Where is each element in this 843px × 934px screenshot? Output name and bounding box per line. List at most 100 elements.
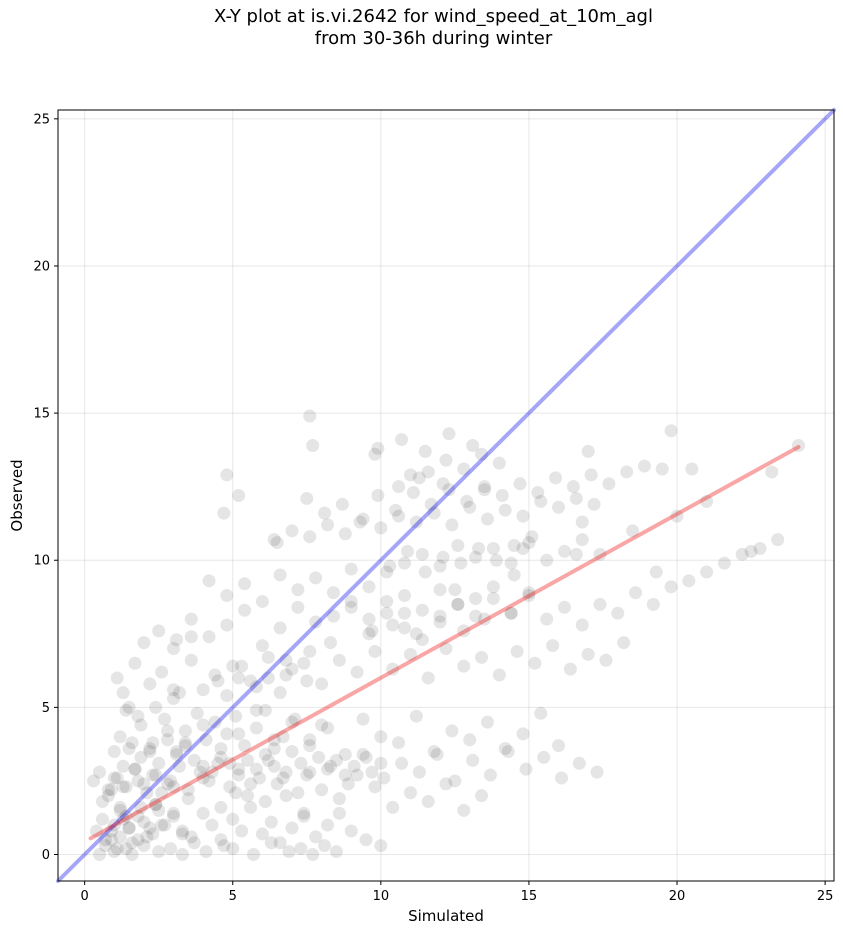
scatter-point [478,480,492,494]
scatter-point [264,815,278,829]
plot-frame [57,109,835,882]
scatter-point [297,806,311,820]
scatter-point [483,768,497,782]
scatter-point [146,827,160,841]
scatter-point [300,768,314,782]
scatter-point [303,765,317,779]
scatter-point [765,465,779,479]
scatter-point [158,712,172,726]
scatter-point [137,636,151,650]
scatter-point [267,533,281,547]
scatter-point [143,677,157,691]
scatter-point [685,462,699,476]
scatter-point [110,671,124,685]
scatter-point [427,506,441,520]
scatter-point [134,750,148,764]
scatter-point [178,736,192,750]
scatter-point [95,812,109,826]
scatter-point [406,486,420,500]
scatter-point [122,700,136,714]
scatter-point [332,806,346,820]
scatter-point [433,615,447,629]
scatter-point [629,586,643,600]
y-tick-label: 20 [33,259,50,274]
scatter-point [119,809,133,823]
scatter-point [300,491,314,505]
scatter-point [507,568,521,582]
scatter-point [217,506,231,520]
scatter-point [537,750,551,764]
scatter-point [202,774,216,788]
scatter-point [146,768,160,782]
scatter-point [202,574,216,588]
scatter-point [291,600,305,614]
scatter-point [101,789,115,803]
scatter-point [261,650,275,664]
scatter-point [175,848,189,862]
scatter-point [519,762,533,776]
scatter-point [593,547,607,561]
scatter-point [294,842,308,856]
x-tick-label: 10 [373,889,390,904]
scatter-point [549,471,563,485]
scatter-point [700,494,714,508]
scatter-point [469,550,483,564]
scatter-point [220,618,234,632]
scatter-point [344,600,358,614]
scatter-point [516,727,530,741]
scatter-point [241,753,255,767]
x-axis-label: Simulated [408,907,484,925]
scatter-point [258,747,272,761]
scatter-point [223,780,237,794]
scatter-point [196,718,210,732]
scatter-point [475,789,489,803]
scatter-point [95,795,109,809]
scatter-point [442,427,456,441]
scatter-point [409,627,423,641]
scatter-point [664,580,678,594]
scatter-point [178,724,192,738]
scatter-point [480,715,494,729]
scatter-point [220,727,234,741]
scatter-point [469,609,483,623]
scatter-point [113,830,127,844]
scatter-point [528,656,542,670]
scatter-point [226,659,240,673]
scatter-point [498,503,512,517]
scatter-point [744,544,758,558]
scatter-point [303,530,317,544]
scatter-point [395,433,409,447]
scatter-point [288,712,302,726]
x-tick-label: 5 [229,889,237,904]
scatter-point [534,706,548,720]
scatter-point [267,742,281,756]
scatter-point [454,556,468,570]
scatter-point [463,733,477,747]
scatter-point [522,589,536,603]
scatter-point [344,594,358,608]
scatter-point [104,833,118,847]
scatter-point [167,683,181,697]
scatter-point [371,489,385,502]
scatter-point [418,444,432,458]
scatter-point [226,842,240,856]
scatter-point [169,747,183,761]
scatter-point [184,830,198,844]
scatter-point [202,630,216,644]
scatter-point [380,606,394,620]
scatter-point [412,765,426,779]
scatter-point [323,759,337,773]
scatter-point [655,462,669,476]
scatter-point [460,494,474,508]
scatter-point [175,824,189,838]
scatter-point [522,536,536,550]
scatter-point [270,777,284,791]
scatter-point [356,512,370,526]
scatter-point [717,556,731,570]
scatter-point [347,759,361,773]
scatter-point [113,803,127,817]
scatter-point [273,686,287,700]
scatter-point [285,745,299,759]
scatter-point [282,845,296,859]
scatter-point [116,780,130,794]
